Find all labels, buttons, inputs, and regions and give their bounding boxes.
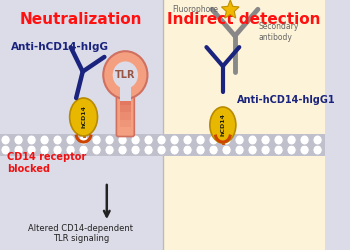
Circle shape: [196, 135, 205, 145]
Circle shape: [53, 145, 62, 155]
Text: Neutralization: Neutralization: [20, 12, 142, 27]
Circle shape: [92, 135, 101, 145]
Circle shape: [274, 135, 283, 145]
Text: TLR: TLR: [115, 70, 135, 80]
Circle shape: [144, 135, 153, 145]
Bar: [120, 120, 131, 127]
Text: Secondary
antibody: Secondary antibody: [258, 22, 299, 42]
Circle shape: [170, 145, 179, 155]
Circle shape: [92, 145, 101, 155]
FancyBboxPatch shape: [117, 73, 134, 136]
Circle shape: [79, 145, 88, 155]
Bar: [120, 105, 131, 112]
Circle shape: [40, 145, 49, 155]
Bar: [120, 97, 131, 105]
Text: Altered CD14-dependent
TLR signaling: Altered CD14-dependent TLR signaling: [28, 224, 133, 244]
Circle shape: [209, 145, 218, 155]
Circle shape: [248, 135, 257, 145]
Circle shape: [300, 145, 309, 155]
Bar: [120, 75, 131, 82]
Circle shape: [27, 145, 36, 155]
Text: Indirect detection: Indirect detection: [167, 12, 321, 27]
Circle shape: [287, 135, 296, 145]
Circle shape: [66, 145, 75, 155]
Circle shape: [1, 135, 10, 145]
Circle shape: [183, 145, 192, 155]
Circle shape: [105, 145, 114, 155]
Circle shape: [14, 145, 23, 155]
Bar: [120, 90, 131, 97]
Text: Anti-hCD14-hIgG1: Anti-hCD14-hIgG1: [237, 95, 335, 105]
Ellipse shape: [70, 98, 98, 136]
Text: CD14 receptor
blocked: CD14 receptor blocked: [7, 152, 87, 174]
Text: Fluorophore: Fluorophore: [173, 6, 219, 15]
Circle shape: [313, 135, 322, 145]
Circle shape: [300, 135, 309, 145]
Bar: [120, 82, 131, 90]
Circle shape: [103, 51, 147, 99]
Circle shape: [248, 145, 257, 155]
Circle shape: [53, 135, 62, 145]
Circle shape: [222, 135, 231, 145]
Bar: [120, 112, 131, 120]
Circle shape: [131, 145, 140, 155]
Polygon shape: [222, 0, 239, 18]
Bar: [162, 134, 325, 156]
Circle shape: [261, 135, 270, 145]
Text: hCD14: hCD14: [81, 106, 86, 128]
Bar: [162, 0, 325, 250]
Bar: [120, 73, 131, 101]
Circle shape: [235, 135, 244, 145]
Circle shape: [183, 135, 192, 145]
Circle shape: [118, 135, 127, 145]
Bar: [120, 127, 131, 134]
Circle shape: [287, 145, 296, 155]
Circle shape: [157, 145, 166, 155]
Circle shape: [66, 135, 75, 145]
Text: Anti-hCD14-hIgG: Anti-hCD14-hIgG: [11, 42, 109, 52]
Bar: [0, 0, 162, 250]
Text: hCD14: hCD14: [220, 114, 225, 136]
Ellipse shape: [210, 107, 236, 143]
Circle shape: [261, 145, 270, 155]
Circle shape: [131, 135, 140, 145]
Circle shape: [118, 145, 127, 155]
Circle shape: [157, 135, 166, 145]
Circle shape: [79, 135, 88, 145]
Circle shape: [222, 145, 231, 155]
Circle shape: [313, 145, 322, 155]
Circle shape: [27, 135, 36, 145]
Circle shape: [235, 145, 244, 155]
Circle shape: [170, 135, 179, 145]
Circle shape: [113, 62, 138, 88]
Circle shape: [196, 145, 205, 155]
Circle shape: [14, 135, 23, 145]
Circle shape: [105, 135, 114, 145]
Bar: [0, 134, 162, 156]
Circle shape: [209, 135, 218, 145]
Circle shape: [1, 145, 10, 155]
Circle shape: [274, 145, 283, 155]
Circle shape: [144, 145, 153, 155]
Circle shape: [40, 135, 49, 145]
